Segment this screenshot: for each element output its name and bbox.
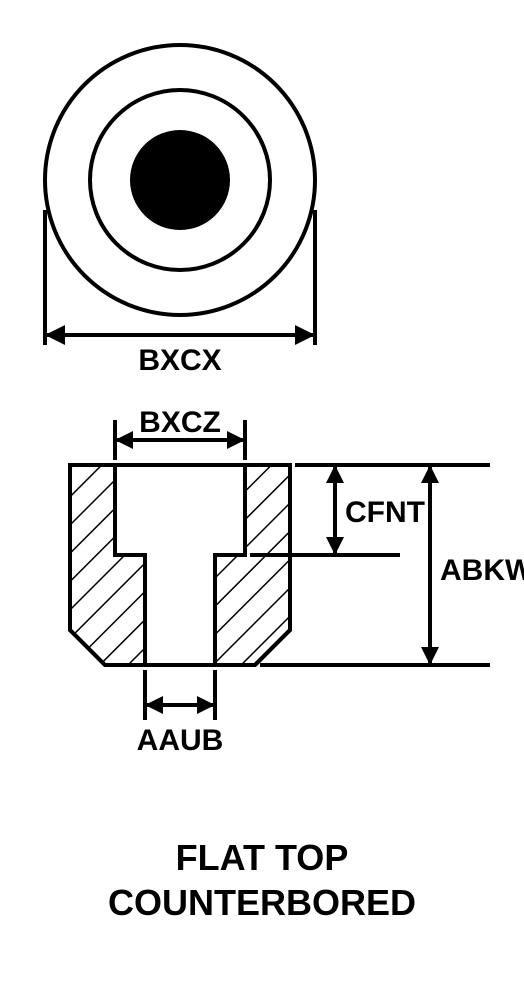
top-view: BXCX [45,45,315,377]
technical-drawing: BXCX BXCZ [0,0,524,1000]
section-view: BXCZ CFNT ABKW AAUB [70,406,524,757]
title-line-1: FLAT TOP [176,837,349,878]
title-line-2: COUNTERBORED [108,882,416,923]
aaub-label: AAUB [137,724,224,757]
bxcz-label: BXCZ [139,406,221,439]
bxcx-label: BXCX [138,344,221,377]
abkw-label: ABKW [440,554,524,587]
diagram-container: BXCX BXCZ [0,0,524,1000]
cfnt-label: CFNT [345,496,425,529]
